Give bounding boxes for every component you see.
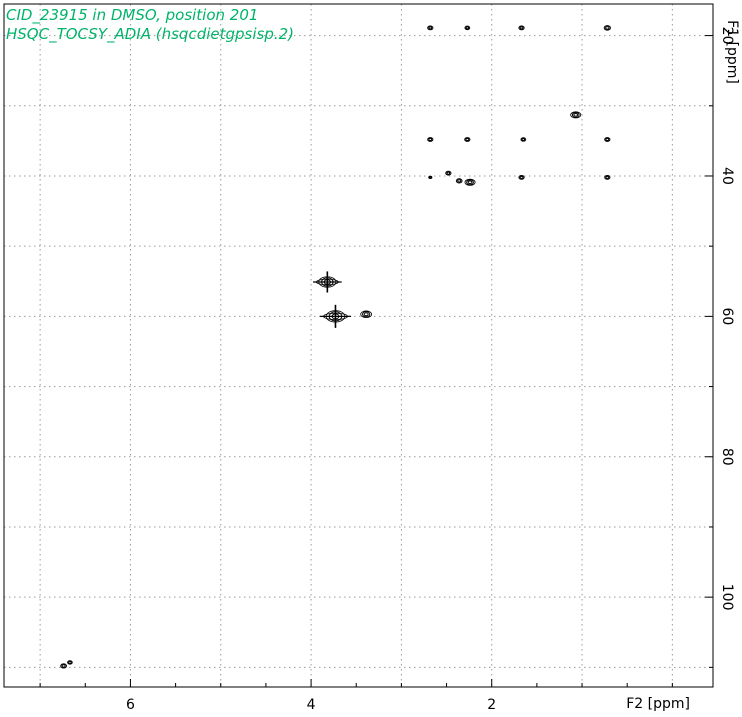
contour-peak (313, 271, 342, 293)
contour-peak (360, 310, 373, 318)
contour-peak (455, 178, 463, 184)
contour-peak (67, 660, 73, 665)
y-tick-label: 60 (719, 307, 735, 325)
contour-peak (520, 137, 527, 142)
contour-peak (604, 137, 611, 142)
contour-peak (518, 25, 525, 31)
contour-peak (603, 25, 611, 31)
contour-peak (319, 304, 352, 328)
grid-lines (4, 4, 713, 687)
x-tick-label: 2 (487, 697, 496, 713)
contour-peak (427, 25, 434, 31)
contour-peak (604, 174, 611, 180)
y-tick-label: 20 (719, 27, 735, 45)
x-axis-label: F2 [ppm] (626, 696, 690, 712)
contour-peak (464, 25, 471, 31)
y-tick-label: 40 (719, 167, 735, 185)
contour-peak (60, 663, 67, 669)
y-tick-label: 80 (719, 448, 735, 466)
contour-peak (518, 174, 525, 180)
y-axis-label: F1 [ppm] (724, 20, 740, 84)
contour-peak (427, 137, 434, 142)
contour-peak (428, 175, 433, 180)
x-tick-label: 6 (126, 697, 135, 713)
contour-peak (464, 178, 476, 186)
y-axis: 20 40 60 80 100 (705, 27, 735, 668)
x-tick-label: 4 (307, 697, 316, 713)
y-tick-label: 100 (719, 584, 735, 611)
contour-peak (570, 111, 582, 119)
plot-frame (3, 3, 714, 688)
pulse-sequence-title: HSQC_TOCSY_ADIA (hsqcdietgpsisp.2) (6, 25, 295, 43)
contour-peak (445, 170, 452, 176)
experiment-title: CID_23915 in DMSO, position 201 (6, 6, 259, 24)
contour-peak (464, 137, 471, 142)
contour-peaks (60, 25, 611, 669)
x-axis: 6 4 2 (39, 679, 673, 713)
